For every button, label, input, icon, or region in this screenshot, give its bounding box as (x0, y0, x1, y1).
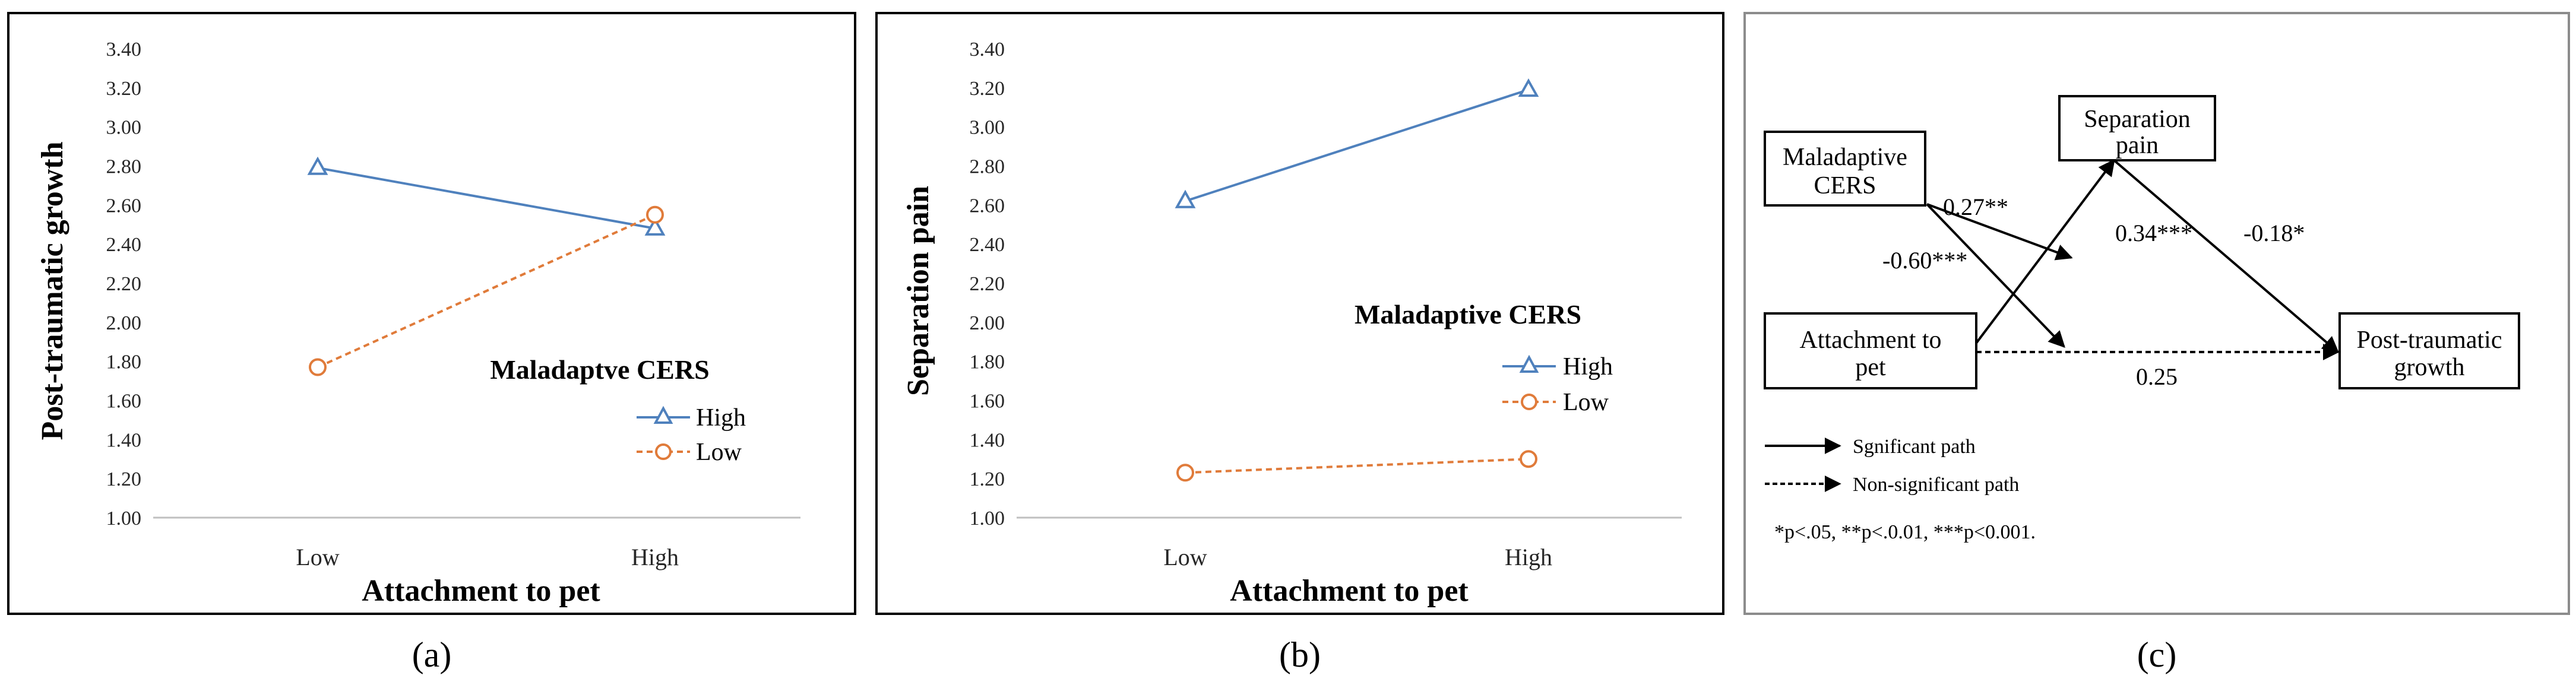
caption-a: (a) (412, 635, 452, 674)
panel-b-x-tick-low: Low (1163, 544, 1207, 570)
edge-separation-to-ptg (2113, 159, 2340, 353)
panel-b-y-tick: 1.60 (970, 391, 1005, 413)
panel-b-y-tick: 1.40 (970, 429, 1005, 451)
node-post-traumatic-growth-box (2338, 312, 2520, 389)
panel-a-y-tick: 1.60 (106, 391, 142, 413)
panel-b-legend-title: Maladaptive CERS (1355, 299, 1581, 329)
panel-a-legend-title: Maladaptve CERS (490, 354, 709, 385)
panel-a-legend-high-marker (653, 405, 673, 424)
node-maladaptive-cers-box (1764, 131, 1926, 207)
panel-b-y-tick: 3.00 (970, 117, 1005, 139)
node-attachment-to-pet-line1: Attachment to (1799, 326, 1941, 354)
panel-a-legend-low-marker (655, 443, 672, 460)
panel-a-y-tick: 2.00 (106, 312, 142, 334)
caption-b: (b) (1279, 635, 1321, 674)
node-maladaptive-cers-line1: Maladaptive (1783, 144, 1907, 171)
panel-b-y-ticks: 1.00 1.20 1.40 1.60 1.80 2.00 2.20 2.40 2.60 2.80… (970, 39, 1005, 530)
edge-cers-to-attachment-path (1926, 203, 2065, 348)
panel-a-series (307, 156, 666, 376)
panel-a-y-tick: 2.80 (106, 156, 142, 178)
node-post-traumatic-growth-line2: growth (2394, 354, 2465, 381)
coef-cers-to-ptg: -0.60*** (1882, 247, 1967, 274)
panel-a-y-tick: 2.20 (106, 273, 142, 295)
node-maladaptive-cers-line2: CERS (1814, 172, 1876, 199)
coef-separation-path: 0.34*** (2115, 220, 2192, 246)
panel-b-y-tick: 2.00 (970, 312, 1005, 334)
panel-a-series-high-point-high (644, 217, 666, 236)
panel-a-y-tick: 1.40 (106, 429, 142, 451)
node-attachment-to-pet-line2: pet (1855, 354, 1886, 381)
panel-b-x-axis-title: Attachment to pet (1230, 574, 1469, 608)
panel-a-legend-low-label: Low (696, 439, 742, 466)
coef-attachment-to-ptg: 0.25 (2136, 363, 2178, 390)
panel-c-path-diagram: Maladaptive CERS Separation pain Attachm… (1743, 12, 2570, 615)
caption-c: (c) (2137, 635, 2177, 674)
panel-b-line-chart: Separation pain 1.00 1.20 1.40 1.60 1.80 2.00… (875, 12, 1724, 615)
panel-a-y-ticks: 1.00 1.20 1.40 1.60 1.80 2.00 2.20 2.40 2.60 2.80… (106, 39, 142, 530)
panel-b-legend-high-marker (1519, 354, 1539, 373)
panel-b-series-high-line (1185, 88, 1529, 202)
panel-b-series-low-line (1185, 458, 1529, 474)
significance-note: *p<.05, **p<.0.01, ***p<0.001. (1774, 521, 2036, 543)
panel-b-frame (875, 12, 1724, 615)
panel-b-series-high-point-low (1175, 189, 1196, 208)
panel-b-series (1175, 78, 1539, 482)
panel-a-y-tick: 2.40 (106, 234, 142, 256)
panel-a-y-tick: 1.00 (106, 508, 142, 530)
node-separation-pain: Separation pain (2058, 95, 2216, 161)
panel-b-y-tick: 1.20 (970, 468, 1005, 490)
panel-b-series-low-point-low (1176, 464, 1194, 482)
panel-a-y-axis-title: Post-traumatic growth (36, 141, 69, 440)
panel-a-series-low-point-low (309, 358, 327, 376)
node-separation-pain-line1: Separation (2084, 106, 2191, 133)
panel-b-legend-low-marker (1521, 394, 1537, 410)
panel-a-y-tick: 3.20 (106, 78, 142, 100)
panel-b-legend-high-label: High (1563, 353, 1613, 381)
panel-b-series-low-point-high (1520, 450, 1537, 468)
panel-a-y-tick: 2.60 (106, 195, 142, 217)
panel-a-line-chart: Post-traumatic growth 1.001.201.401.601.… (7, 12, 856, 615)
panel-a-series-low-point-high (646, 205, 664, 224)
coef-separation-to-ptg: -0.18* (2243, 220, 2305, 246)
panel-b-y-tick: 1.00 (970, 508, 1005, 530)
panel-b-y-tick: 2.20 (970, 273, 1005, 295)
node-separation-pain-box (2058, 95, 2216, 161)
panel-a-x-tick-high: High (631, 544, 679, 570)
panel-b-legend: Maladaptive CERS High Low (1355, 299, 1613, 416)
panel-a-y-tick: 3.00 (106, 117, 142, 139)
panel-b-series-high-point-high (1518, 78, 1539, 97)
panel-b-y-tick: 3.20 (970, 78, 1005, 100)
panel-a-y-tick: 1.20 (106, 468, 142, 490)
legend-significant-label: Sgnificant path (1853, 436, 1976, 458)
panel-a-series-high-point-low (307, 156, 328, 175)
panel-b-y-axis-title: Separation pain (901, 186, 935, 396)
panel-b-y-tick: 2.80 (970, 156, 1005, 178)
panel-b-x-tick-high: High (1505, 544, 1552, 570)
panel-a-x-axis-title: Attachment to pet (362, 574, 600, 608)
edge-attachment-to-separation (1975, 158, 2115, 344)
panel-a-series-high-line (317, 166, 656, 230)
node-attachment-to-pet-box (1764, 312, 1977, 389)
node-maladaptive-cers: Maladaptive CERS (1764, 131, 1926, 207)
node-separation-pain-line2: pain (2116, 132, 2159, 159)
panel-b-legend-low-label: Low (1563, 389, 1609, 416)
panel-a-y-tick: 3.40 (106, 39, 142, 61)
node-post-traumatic-growth-line1: Post-traumatic (2357, 326, 2502, 354)
panel-a-series-low-line (317, 213, 656, 369)
panel-a-x-tick-low: Low (296, 544, 339, 570)
panel-a-legend: Maladaptve CERS High Low (490, 354, 746, 466)
coef-cers-interaction: 0.27** (1943, 194, 2008, 220)
panel-b-y-tick: 2.60 (970, 195, 1005, 217)
panel-b-y-tick: 3.40 (970, 39, 1005, 61)
panel-a-legend-high-label: High (696, 404, 746, 432)
panel-b-y-tick: 2.40 (970, 234, 1005, 256)
panel-b-y-tick: 1.80 (970, 351, 1005, 373)
panel-a-frame (7, 12, 856, 615)
legend-nonsignificant-label: Non-significant path (1853, 474, 2019, 496)
node-post-traumatic-growth: Post-traumatic growth (2338, 312, 2520, 389)
panel-a-y-tick: 1.80 (106, 351, 142, 373)
node-attachment-to-pet: Attachment to pet (1764, 312, 1977, 389)
